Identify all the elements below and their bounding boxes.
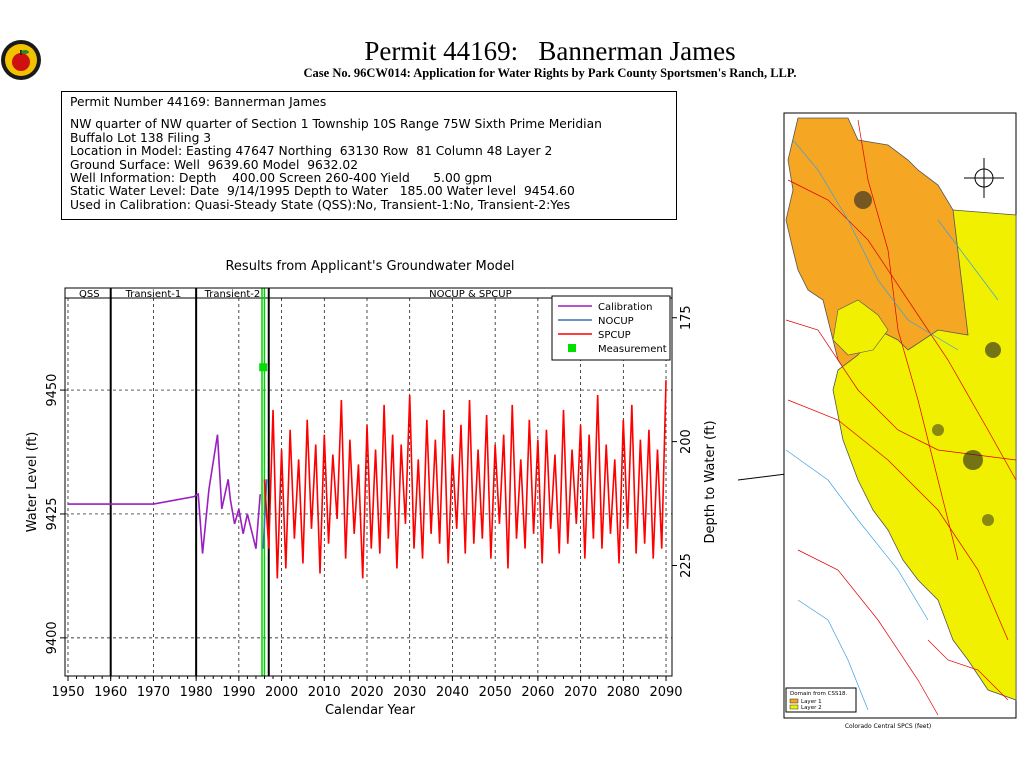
plot-frame (64, 287, 673, 677)
phase-label: Transient-2 (204, 289, 261, 300)
phase-label: QSS (79, 289, 100, 300)
info-line: NW quarter of NW quarter of Section 1 To… (70, 117, 602, 132)
x-tick-label: 1980 (180, 685, 213, 700)
page-subtitle: Case No. 96CW014: Application for Water … (303, 66, 797, 80)
legend-swatch (568, 344, 576, 352)
y-axis-label: Water Level (ft) (25, 432, 40, 533)
x-tick-label: 1960 (94, 685, 127, 700)
map-roads (785, 119, 1017, 716)
y2-tick-label: 175 (679, 305, 694, 330)
x-tick-label: 2030 (393, 685, 426, 700)
x-tick-label: 2000 (265, 685, 298, 700)
measurement-point (259, 363, 268, 372)
y2-tick-label: 225 (679, 553, 694, 578)
y2-axis-label: Depth to Water (ft) (703, 420, 718, 543)
legend-label: Calibration (598, 302, 652, 313)
x-tick-label: 2070 (564, 685, 597, 700)
map-compass (964, 158, 1004, 198)
info-box: Permit Number 44169: Bannerman James NW … (61, 91, 677, 220)
chart: Results from Applicant's Groundwater Mod… (25, 259, 718, 718)
map-legend-swatch (789, 698, 799, 704)
x-tick-label: 2090 (649, 685, 682, 700)
y-tick-label: 9425 (45, 497, 60, 530)
phase-label: NOCUP & SPCUP (429, 289, 512, 300)
info-line: Well Information: Depth 400.00 Screen 26… (70, 171, 493, 186)
info-line: Permit Number 44169: Bannerman James (70, 95, 327, 109)
series-line (263, 380, 667, 579)
x-tick-label: 2040 (436, 685, 469, 700)
info-line: Location in Model: Easting 47647 Northin… (70, 144, 553, 159)
x-tick-label: 2060 (521, 685, 554, 700)
x-tick-label: 1990 (222, 685, 255, 700)
map-streams (785, 139, 999, 711)
x-tick-label: 2080 (607, 685, 640, 700)
x-tick-label: 1970 (137, 685, 170, 700)
logo (1, 40, 41, 80)
chart-title: Results from Applicant's Groundwater Mod… (225, 259, 514, 274)
x-tick-label: 2010 (308, 685, 341, 700)
x-tick-label: 2020 (350, 685, 383, 700)
info-line: Used in Calibration: Quasi-Steady State … (70, 197, 571, 212)
series-line (67, 434, 262, 554)
map: Domain from CSS18. Layer 1 Layer 2 Color… (738, 112, 1017, 730)
legend-label: SPCUP (598, 330, 631, 341)
map-legend-swatch (789, 704, 799, 710)
info-line: Ground Surface: Well 9639.60 Model 9632.… (70, 157, 359, 172)
y2-tick-label: 200 (679, 429, 694, 454)
x-tick-label: 1950 (51, 685, 84, 700)
legend-label: Measurement (598, 344, 667, 355)
phase-label: Transient-1 (125, 289, 182, 300)
map-wells (854, 191, 1001, 526)
map-layer2 (832, 299, 889, 356)
info-line: Buffalo Lot 138 Filing 3 (70, 130, 212, 145)
y-tick-label: 9400 (45, 621, 60, 654)
legend-label: NOCUP (598, 316, 634, 327)
map-legend-label: Layer 1 (801, 699, 822, 705)
map-axis-label: Colorado Central SPCS (feet) (845, 723, 931, 730)
map-legend-title: Domain from CSS18. (790, 691, 847, 697)
info-line: Static Water Level: Date 9/14/1995 Depth… (70, 184, 575, 199)
x-tick-label: 2050 (479, 685, 512, 700)
x-axis-label: Calendar Year (325, 703, 416, 718)
map-legend-label: Layer 2 (801, 705, 822, 711)
page-title: Permit 44169: Bannerman James (364, 36, 736, 66)
series-line (262, 479, 268, 549)
y-tick-label: 9450 (45, 374, 60, 407)
